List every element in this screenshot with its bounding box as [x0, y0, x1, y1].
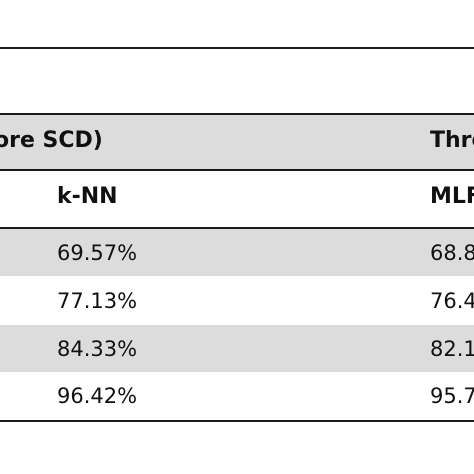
- row-band-3: [0, 325, 474, 372]
- table-cell-knn: 96.42%: [57, 384, 138, 408]
- header-mid-rule: [0, 169, 474, 171]
- table-cell-mlf: 82.1: [430, 337, 474, 361]
- group-header-band: [0, 115, 474, 169]
- table-cell-mlf: 68.8: [430, 241, 474, 265]
- table-cell-knn: 69.57%: [57, 241, 138, 265]
- table-cell-knn: 77.13%: [57, 289, 138, 313]
- row-band-1: [0, 229, 474, 276]
- column-header-knn: k-NN: [57, 184, 118, 209]
- table-cell-mlf: 95.7: [430, 384, 474, 408]
- column-header-mlf: MLF: [430, 184, 474, 209]
- group-header-right: Thre: [430, 128, 474, 153]
- header-top-rule: [0, 113, 474, 115]
- table-cell-knn: 84.33%: [57, 337, 138, 361]
- group-header-left: ore SCD): [0, 128, 103, 153]
- bottom-rule: [0, 420, 474, 422]
- header-bottom-rule: [0, 227, 474, 229]
- table-cell-mlf: 76.4: [430, 289, 474, 313]
- top-rule: [0, 47, 474, 49]
